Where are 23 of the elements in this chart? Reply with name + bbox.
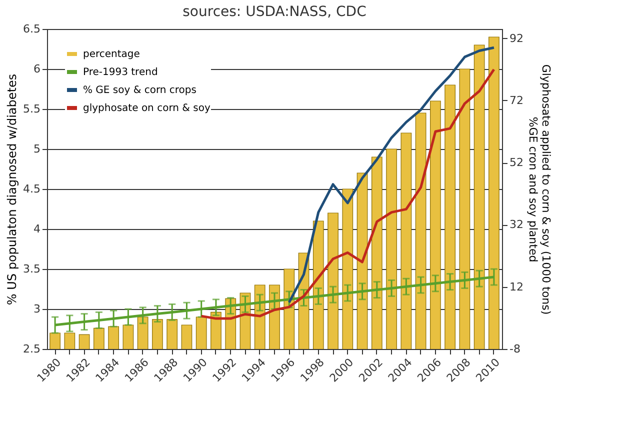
legend-label: Pre-1993 trend bbox=[83, 67, 158, 78]
y-tick-label: 5.5 bbox=[23, 102, 40, 116]
y-tick-label: 5 bbox=[34, 142, 40, 156]
legend-label: percentage bbox=[83, 49, 140, 60]
y2-axis-title: Glyphosate applied to corn & soy (1000 tons) %GE cron and soy planted bbox=[526, 64, 552, 315]
y-tick-label: 2.5 bbox=[23, 342, 40, 356]
y2-tick-label: 52 bbox=[510, 156, 524, 170]
y-axis-title: % US populaton diagnosed w/diabetes bbox=[5, 74, 20, 306]
y-tick-label: 3.5 bbox=[23, 262, 40, 276]
y2-tick-label: 12 bbox=[510, 280, 524, 294]
y2-tick-label: -8 bbox=[510, 342, 520, 356]
y-tick-label: 6.5 bbox=[23, 22, 40, 36]
chart-title: sources: USDA:NASS, CDC bbox=[182, 4, 367, 20]
legend-label: glyphosate on corn & soy bbox=[83, 103, 210, 114]
y2-tick-label: 32 bbox=[510, 218, 524, 232]
y-tick-label: 6 bbox=[34, 62, 40, 76]
legend-label: % GE soy & corn crops bbox=[83, 85, 196, 96]
y-tick-label: 3 bbox=[34, 302, 40, 316]
y2-tick-label: 72 bbox=[510, 94, 524, 107]
y-tick-label: 4.5 bbox=[23, 182, 40, 196]
y2-tick-label: 92 bbox=[510, 32, 524, 45]
line-series bbox=[288, 46, 496, 304]
y-tick-label: 4 bbox=[34, 222, 40, 236]
